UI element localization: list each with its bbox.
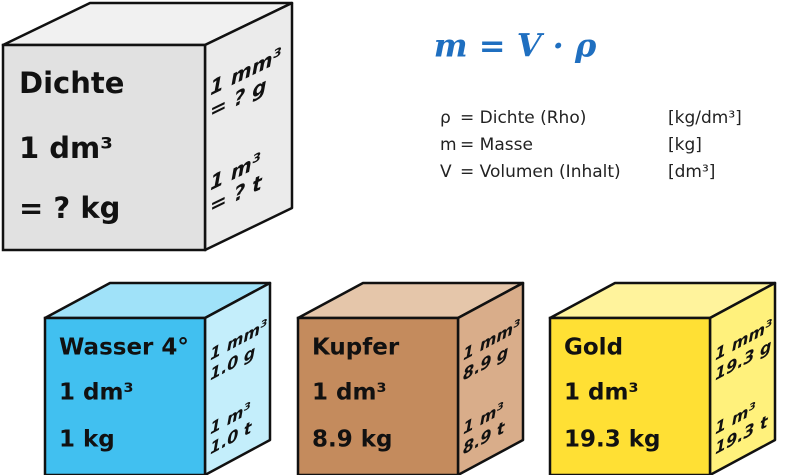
front-label: = ? kg [19, 191, 120, 225]
legend-symbol: m [440, 135, 457, 155]
front-label: Dichte [19, 66, 124, 100]
front-label: 1 dm³ [312, 380, 387, 406]
legend-description: = Masse [460, 135, 533, 155]
front-label: 1 dm³ [564, 380, 639, 406]
front-label: Kupfer [312, 335, 400, 361]
legend-unit: [dm³] [668, 162, 715, 182]
front-label: 1 dm³ [19, 131, 113, 165]
front-label: 1 dm³ [59, 380, 134, 406]
front-label: 19.3 kg [564, 427, 661, 453]
front-label: Wasser 4° [59, 335, 189, 361]
cube-front [1, 43, 207, 252]
cube-front [296, 316, 460, 475]
legend-description: = Dichte (Rho) [460, 108, 586, 128]
cube-front [548, 316, 712, 475]
cube-front [43, 316, 207, 475]
front-label: 1 kg [59, 427, 115, 453]
legend-description: = Volumen (Inhalt) [460, 162, 621, 182]
front-label: 8.9 kg [312, 427, 393, 453]
legend-unit: [kg] [668, 135, 702, 155]
front-label: Gold [564, 335, 623, 361]
legend-unit: [kg/dm³] [668, 108, 742, 128]
formula: m = V · ρ [434, 27, 597, 65]
legend-symbol: V [440, 162, 452, 182]
legend-symbol: ρ [440, 108, 451, 128]
